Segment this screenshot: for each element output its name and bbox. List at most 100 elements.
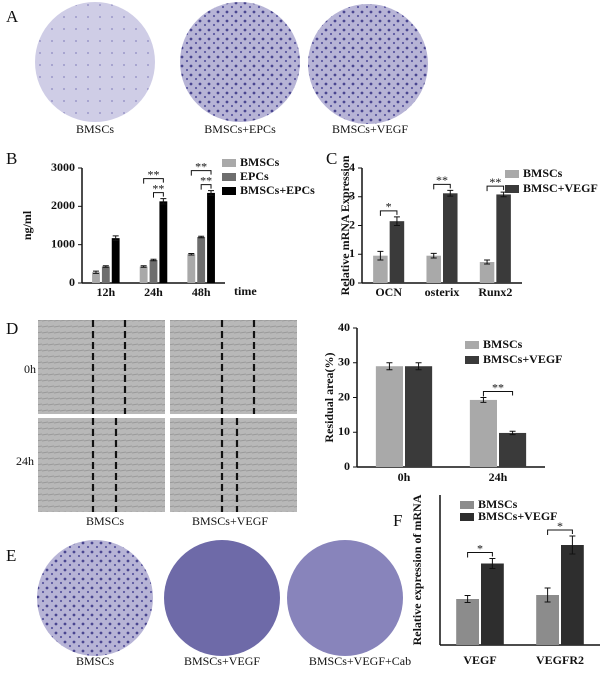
significance-bracket (143, 178, 164, 184)
legend-swatch (222, 159, 236, 167)
significance-bracket (467, 552, 493, 558)
bar (499, 432, 527, 467)
bar (139, 266, 148, 283)
significance-bracket (482, 391, 514, 397)
y-tick-label: 30 (338, 355, 350, 369)
legend-swatch (465, 356, 479, 364)
image-caption: BMSCs (86, 514, 124, 528)
error-bar (415, 362, 422, 371)
legend-swatch (460, 513, 474, 521)
bar (92, 272, 100, 283)
y-tick-label: 0 (349, 275, 355, 289)
significance-label: ** (492, 380, 504, 394)
error-bar (198, 235, 205, 239)
error-bar (447, 189, 454, 197)
significance-label: ** (148, 167, 160, 181)
bar (197, 237, 206, 283)
y-axis-label: Relative mRNA Expression (338, 155, 352, 295)
bar (187, 254, 196, 283)
significance-label: ** (489, 175, 501, 189)
bar (456, 599, 479, 645)
y-tick-label: 20 (338, 389, 350, 403)
image-caption: BMSCs (76, 122, 114, 136)
image-caption: BMSCs (76, 654, 114, 668)
legend-swatch (505, 185, 519, 193)
legend-label: EPCs (240, 169, 269, 183)
bar (561, 545, 584, 645)
y-tick-label: 40 (338, 320, 350, 334)
error-bar (489, 558, 496, 569)
panel-label: E (6, 546, 16, 565)
image-caption: BMSCs+VEGF+Cab (309, 654, 411, 668)
error-bar (102, 265, 109, 268)
legend-label: BMSCs+VEGF (478, 509, 558, 523)
image-caption: BMSCs+VEGF (184, 654, 260, 668)
panel-label: C (326, 149, 337, 168)
x-tick-label: 48h (192, 285, 211, 299)
dish-image (180, 2, 300, 122)
x-tick-label: VEGFR2 (536, 653, 584, 667)
legend-swatch (222, 187, 236, 195)
error-bar (92, 270, 99, 274)
bar (405, 366, 433, 467)
panel-label: F (393, 511, 402, 530)
legend-swatch (222, 173, 236, 181)
bar (479, 262, 495, 283)
significance-label: ** (436, 173, 448, 187)
bar (536, 595, 559, 645)
legend-swatch (505, 170, 519, 178)
significance-label: ** (152, 181, 164, 195)
bar (207, 192, 215, 283)
error-bar (160, 198, 167, 205)
error-bar (140, 265, 147, 268)
y-tick-label: 1 (349, 246, 355, 260)
significance-bracket (379, 210, 398, 216)
error-bar (386, 362, 393, 371)
image-caption: BMSCs+EPCs (204, 122, 276, 136)
legend-swatch (465, 341, 479, 349)
x-tick-label: OCN (375, 285, 402, 299)
significance-bracket (200, 184, 212, 190)
error-bar (208, 190, 215, 196)
image-caption: BMSCs+VEGF (332, 122, 408, 136)
dish-image (287, 540, 403, 656)
legend-swatch (460, 501, 474, 509)
error-bar (430, 252, 437, 259)
image-caption: BMSCs+VEGF (192, 514, 268, 528)
legend-label: BMSCs+EPCs (240, 183, 315, 197)
row-label: 24h (16, 454, 34, 468)
error-bar (188, 252, 195, 256)
x-tick-label: 24h (144, 285, 163, 299)
y-axis-label: ng/ml (20, 210, 34, 240)
bar (375, 366, 403, 467)
dish-image (308, 4, 428, 124)
legend-label: BMSCs (483, 337, 523, 351)
x-tick-label: Runx2 (478, 285, 512, 299)
dish-image (35, 2, 155, 122)
bar (159, 201, 168, 283)
error-bar (544, 587, 551, 603)
error-bar (112, 235, 119, 241)
significance-label: ** (200, 173, 212, 187)
legend-label: BMSC+VEGF (523, 181, 598, 195)
bar (426, 255, 441, 283)
x-tick-label: 24h (489, 470, 508, 484)
bar (496, 194, 511, 283)
x-tick-label: osterix (425, 285, 460, 299)
row-label: 0h (24, 362, 36, 376)
panel-label: D (6, 319, 18, 338)
significance-bracket (190, 170, 212, 176)
y-tick-label: 3000 (51, 160, 75, 174)
y-tick-label: 0 (69, 275, 75, 289)
significance-bracket (153, 192, 164, 198)
significance-label: * (557, 519, 563, 533)
legend-label: BMSCs (240, 155, 280, 169)
y-tick-label: 2000 (51, 198, 75, 212)
micrographs (38, 320, 297, 512)
x-tick-label: 12h (96, 285, 115, 299)
y-tick-label: 1000 (51, 236, 75, 250)
bar (389, 221, 405, 283)
y-tick-label: 0 (344, 459, 350, 473)
error-bar (393, 216, 400, 226)
